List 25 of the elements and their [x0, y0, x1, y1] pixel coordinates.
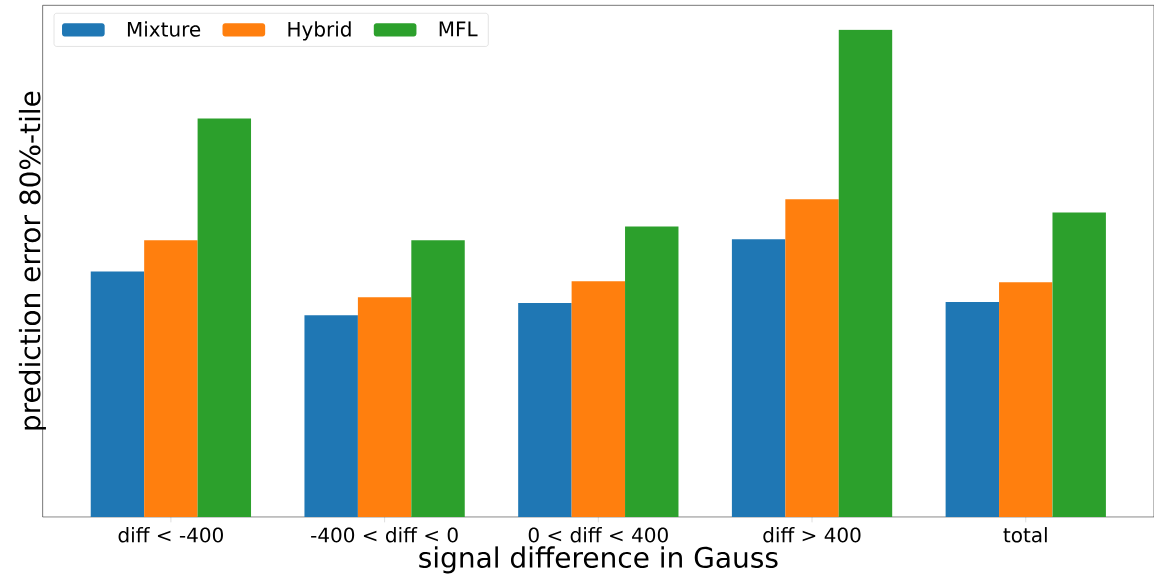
x-tick-label: diff < -400 — [118, 527, 223, 543]
x-tick-label: -400 < diff < 0 — [311, 527, 458, 543]
bar — [304, 315, 358, 518]
bar — [625, 226, 679, 518]
x-axis-title: signal difference in Gauss — [419, 546, 778, 574]
y-axis-title: prediction error 80%-tile — [18, 91, 46, 430]
bar — [144, 240, 198, 518]
bar — [357, 297, 412, 518]
x-tick-label: diff > 400 — [763, 527, 861, 543]
bar — [999, 282, 1053, 518]
bar — [785, 199, 839, 518]
bar — [945, 302, 1000, 518]
bar — [90, 271, 145, 518]
bar — [731, 239, 786, 518]
bar — [197, 118, 252, 518]
legend-label: Mixture — [127, 21, 201, 37]
legend-label: MFL — [439, 21, 478, 37]
bar — [518, 303, 572, 518]
legend-label: Hybrid — [288, 21, 351, 41]
x-tick-label: total — [1003, 527, 1047, 543]
bar — [838, 29, 893, 518]
x-tick-label: 0 < diff < 400 — [528, 527, 668, 543]
bar — [411, 240, 465, 518]
bar — [571, 281, 626, 518]
bar — [1052, 212, 1106, 518]
